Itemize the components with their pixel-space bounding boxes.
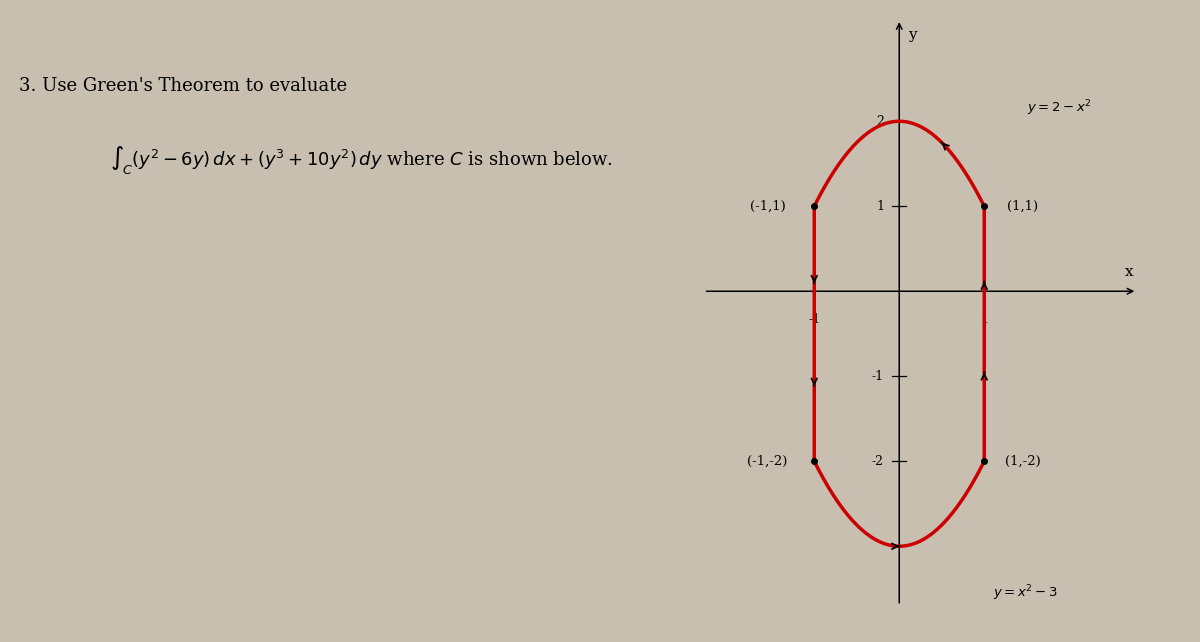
Text: 3. Use Green's Theorem to evaluate: 3. Use Green's Theorem to evaluate [19,77,348,95]
Text: y: y [907,28,917,42]
Text: 2: 2 [876,115,884,128]
Text: 1: 1 [876,200,884,213]
Text: x: x [1124,265,1133,279]
Text: $\int_C (y^2 - 6y)\,dx + (y^3 + 10y^2)\,dy$ where $C$ is shown below.: $\int_C (y^2 - 6y)\,dx + (y^3 + 10y^2)\,… [110,144,613,177]
Text: -1: -1 [808,313,821,325]
Text: (-1,1): (-1,1) [750,200,785,213]
Text: $y=x^2-3$: $y=x^2-3$ [992,583,1057,603]
Text: $y=2-x^2$: $y=2-x^2$ [1027,99,1091,118]
Text: (1,-2): (1,-2) [1004,455,1040,468]
Text: (-1,-2): (-1,-2) [748,455,787,468]
Text: -1: -1 [872,370,884,383]
Text: -2: -2 [872,455,884,468]
Text: (1,1): (1,1) [1007,200,1038,213]
Text: 1: 1 [980,313,989,325]
